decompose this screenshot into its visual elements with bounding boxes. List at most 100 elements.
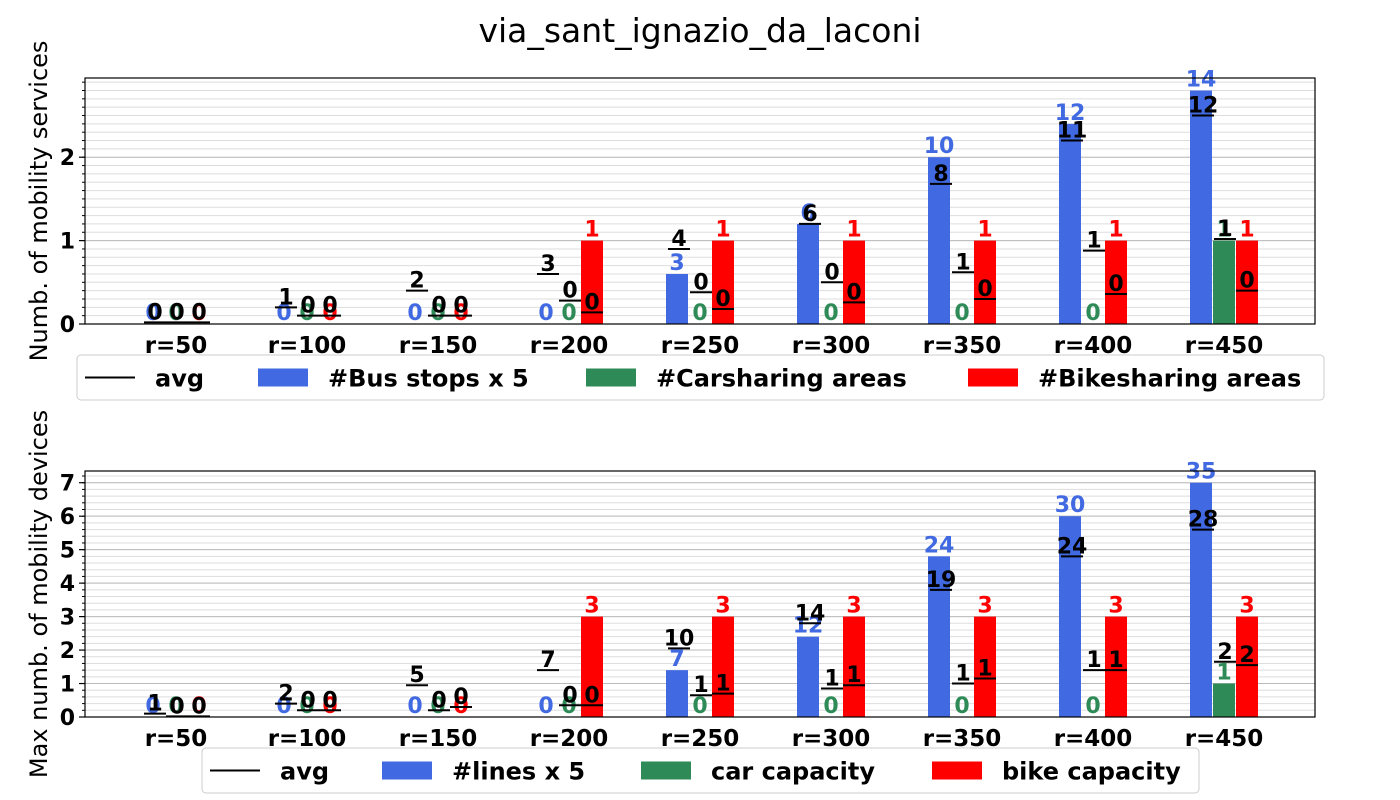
car-value-label: 0 [1085,694,1100,719]
avg-value-label: 1 [977,657,992,682]
avg-value-label: 6 [802,202,817,227]
bus-value-label: 0 [538,301,553,326]
legend-box [76,354,1325,401]
avg-value-label: 0 [824,260,839,285]
car-value-label: 0 [823,694,838,719]
bike-bar [1105,240,1127,324]
avg-value-label: 8 [933,162,948,187]
avg-value-label: 0 [977,277,992,302]
bus-value-label: 0 [276,694,291,719]
avg-value-label: 2 [1239,643,1254,668]
bike-value-label: 3 [1108,594,1123,619]
bike-bar [974,240,996,324]
bike-value-label: 3 [977,594,992,619]
bus-bar [1190,90,1212,324]
bus-value-label: 0 [145,301,160,326]
bus-bar [797,636,819,717]
avg-value-label: 12 [1188,94,1219,119]
avg-value-label: 0 [562,683,577,708]
avg-value-label: 0 [147,300,162,325]
y-tick-label: 3 [60,606,75,631]
y-tick-label: 5 [60,539,75,564]
car-value-label: 0 [430,694,445,719]
avg-value-label: 1 [693,673,708,698]
car-value-label: 0 [954,694,969,719]
bike-bar [712,616,734,717]
avg-value-label: 1 [1086,229,1101,254]
bike-bar [581,240,603,324]
bus-value-label: 0 [407,301,422,326]
bus-bar [797,223,819,324]
car-bar [1213,240,1235,324]
bike-bar [1105,616,1127,717]
avg-value-label: 10 [664,626,695,651]
bus-value-label: 0 [407,694,422,719]
bus-value-label: 6 [800,201,815,226]
plot-frame [84,77,1316,325]
x-category-label: r=50 [145,726,208,752]
bus-bar [1059,516,1081,717]
bus-value-label: 30 [1055,493,1086,518]
avg-value-label: 0 [431,294,446,319]
avg-value-label: 28 [1188,508,1219,533]
avg-value-label: 0 [453,294,468,319]
legend-bus-swatch [258,368,308,387]
car-value-label: 0 [561,694,576,719]
avg-value-label: 14 [795,601,826,626]
bus-bar [928,157,950,324]
car-value-label: 1 [1216,661,1231,686]
avg-value-label: 1 [1108,648,1123,673]
legend-car-swatch [641,761,691,780]
bike-bar [843,616,865,717]
x-category-label: r=450 [1185,726,1264,752]
bike-value-label: 3 [1239,594,1254,619]
bike-value-label: 0 [322,694,337,719]
bike-value-label: 0 [191,694,206,719]
bike-value-label: 1 [584,218,599,243]
y-tick-label: 2 [60,639,75,664]
bus-value-label: 3 [669,251,684,276]
avg-value-label: 5 [409,663,424,688]
bus-value-label: 10 [924,134,955,159]
legend-entry-label: #Bikesharing areas [1038,365,1301,393]
y-tick-label: 0 [60,706,75,731]
avg-value-label: 1 [1086,648,1101,673]
bike-value-label: 1 [1108,218,1123,243]
legend-entry-label: #lines x 5 [452,758,585,786]
avg-value-label: 0 [322,294,337,319]
avg-value-label: 0 [693,270,708,295]
avg-value-label: 1 [147,692,162,717]
avg-value-label: 2 [1217,640,1232,665]
car-value-label: 0 [954,301,969,326]
avg-value-label: 2 [409,269,424,294]
bus-bar [1059,123,1081,324]
avg-value-label: 1 [1217,217,1232,242]
avg-value-label: 11 [1057,119,1088,144]
avg-value-label: 4 [671,227,686,252]
avg-value-label: 0 [715,287,730,312]
bus-value-label: 12 [793,614,824,639]
car-value-label: 0 [168,694,183,719]
bike-value-label: 1 [1239,218,1254,243]
bike-bar [712,240,734,324]
avg-value-label: 0 [191,300,206,325]
avg-value-label: 0 [1239,269,1254,294]
avg-value-label: 1 [278,285,293,310]
avg-value-label: 19 [926,568,957,593]
legend-entry-label: bike capacity [1002,758,1181,786]
car-value-label: 0 [692,301,707,326]
avg-value-label: 1 [955,250,970,275]
bus-value-label: 14 [1186,68,1217,93]
car-bar [1213,683,1235,717]
y-tick-label: 7 [60,472,75,497]
car-value-label: 0 [168,301,183,326]
avg-value-label: 1 [955,662,970,687]
bus-bar [666,273,688,324]
legend-car-swatch [586,368,636,387]
y-tick-label: 6 [60,505,75,530]
y-tick-label: 1 [60,230,75,255]
legend-bike-swatch [932,761,982,780]
bus-value-label: 7 [669,647,684,672]
chart-title: via_sant_ignazio_da_laconi [478,11,921,50]
